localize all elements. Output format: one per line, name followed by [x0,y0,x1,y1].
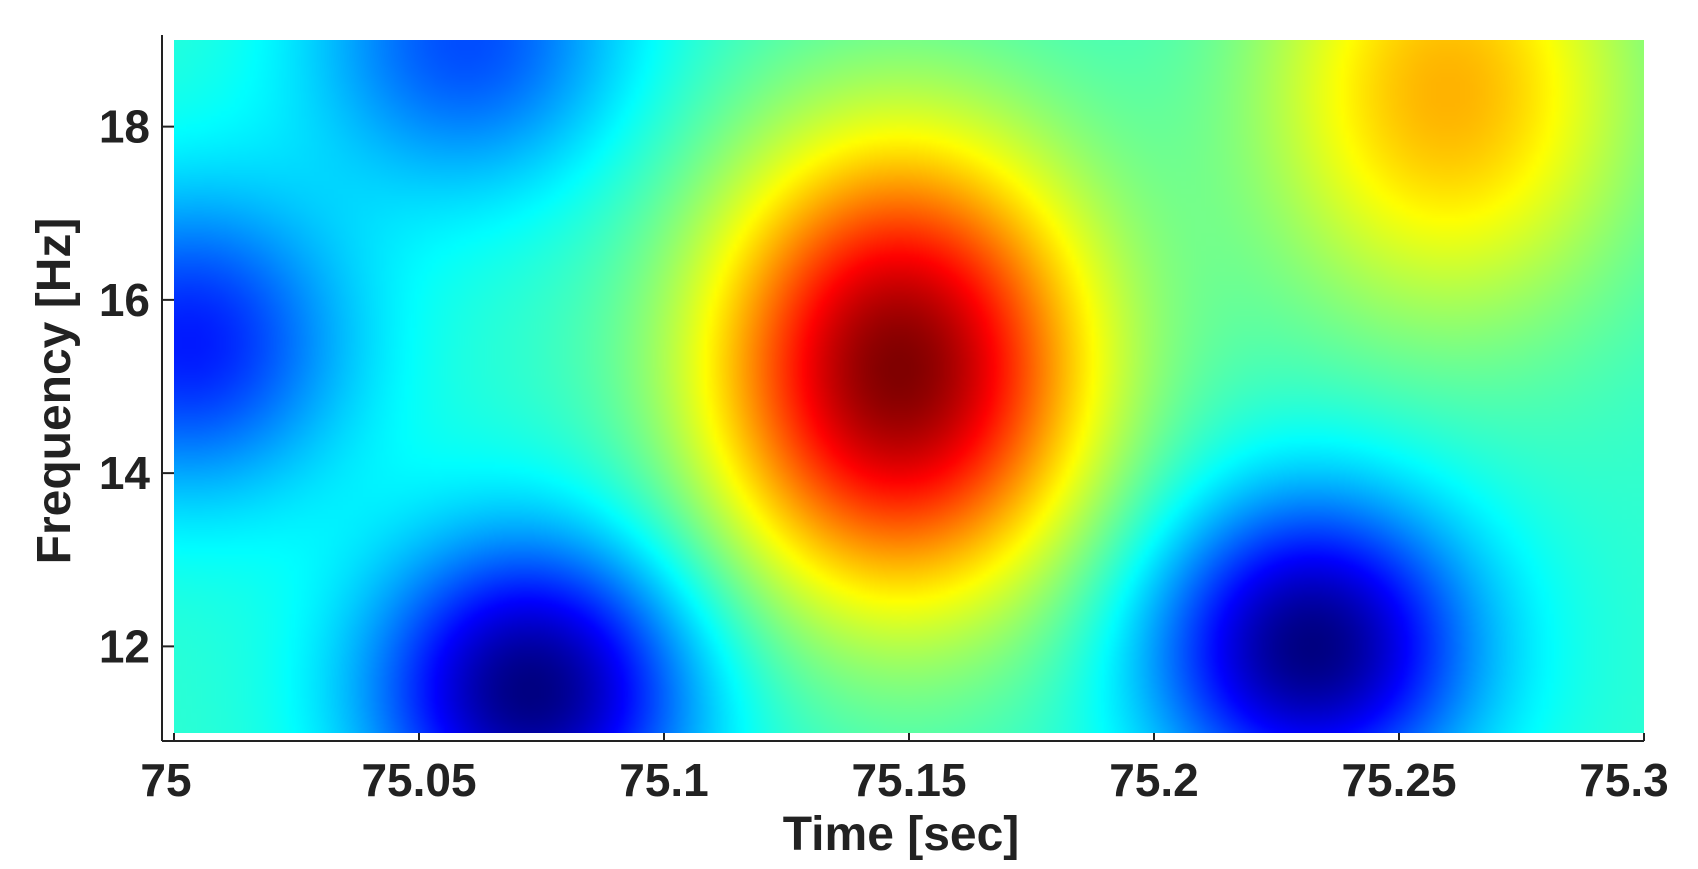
x-tick-label: 75.2 [1109,754,1199,806]
x-tick-label: 75.1 [619,754,709,806]
x-axis-label: Time [sec] [783,808,1020,861]
x-tick-label: 75.25 [1341,754,1456,806]
y-axis-label: Frequency [Hz] [28,218,81,565]
y-tick-label: 18 [99,101,150,153]
y-axis-ticks: 12 14 16 18 [99,101,174,672]
x-tick-label: 75.15 [851,754,966,806]
y-tick-label: 14 [99,447,151,499]
x-tick-label: 75 [140,754,191,806]
axes-frame [161,35,1644,742]
x-axis-ticks: 75 75.05 75.1 75.15 75.2 75.25 75.3 [140,733,1669,806]
x-tick-label: 75.3 [1579,754,1669,806]
heatmap-image [174,40,1644,733]
y-tick-label: 16 [99,274,150,326]
y-tick-label: 12 [99,620,150,672]
x-tick-label: 75.05 [361,754,476,806]
plot-area [174,40,1644,733]
